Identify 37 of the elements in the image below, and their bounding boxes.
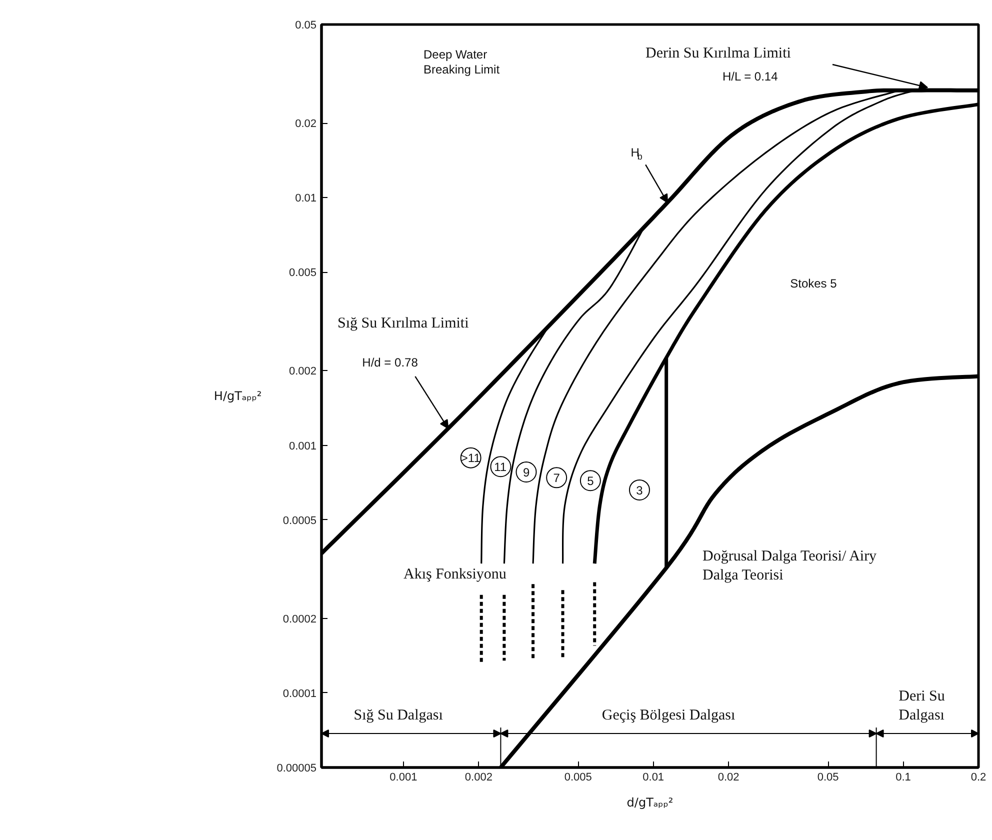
y-tick-label: 0.01 <box>295 192 317 205</box>
annotation: 3 <box>636 483 644 498</box>
y-tick-label: 0.05 <box>295 20 317 32</box>
annotation: Sığ Su Dalgası <box>354 708 443 724</box>
y-tick-label: 0.005 <box>288 267 317 280</box>
y-tick-label: 0.0005 <box>282 514 317 527</box>
annotation: 5 <box>587 474 594 488</box>
annotation: 7 <box>553 471 560 486</box>
y-tick-label: 0.001 <box>288 440 317 452</box>
x-tick-label: 0.005 <box>564 772 592 784</box>
x-tick-label: 0.05 <box>817 772 839 784</box>
x-tick-label: 0.01 <box>642 772 664 784</box>
annotation: H/L = 0.14 <box>722 70 778 84</box>
x-tick-label: 0.1 <box>896 772 911 784</box>
annotation: >11 <box>460 450 481 465</box>
y-tick-label: 0.0001 <box>282 688 317 700</box>
y-tick-label: 0.0002 <box>282 613 317 626</box>
y-tick-label: 0.00005 <box>276 762 317 774</box>
x-tick-label: 0.002 <box>464 772 492 784</box>
annotation: H/d = 0.78 <box>362 355 418 370</box>
x-tick-label: 0.2 <box>970 772 986 784</box>
annotation: Deri Su Dalgası <box>898 688 946 724</box>
x-tick-label: 0.001 <box>390 772 418 784</box>
annotation: Geçiş Bölgesi Dalgası <box>602 708 736 724</box>
annotation: Stokes 5 <box>790 276 838 290</box>
x-tick-label: 0.02 <box>718 772 740 784</box>
annotation: 9 <box>522 466 530 480</box>
y-tick-label: 0.02 <box>295 118 317 130</box>
y-axis-title: H/gTₐₚₚ² <box>214 389 262 403</box>
annotation: Doğrusal Dalga Teorisi/ Airy Dalga Teorisi <box>702 548 878 584</box>
x-axis-title: d/gTₐₚₚ² <box>626 796 674 810</box>
annotation: Derin Su Kırılma Limiti <box>646 46 791 62</box>
annotation: Akış Fonksiyonu <box>404 566 507 582</box>
annotation: Deep Water Breaking Limit <box>424 48 500 76</box>
annotation: Sığ Su Kırılma Limiti <box>338 316 469 332</box>
y-tick-label: 0.002 <box>288 366 317 378</box>
annotation: 11 <box>494 460 507 474</box>
